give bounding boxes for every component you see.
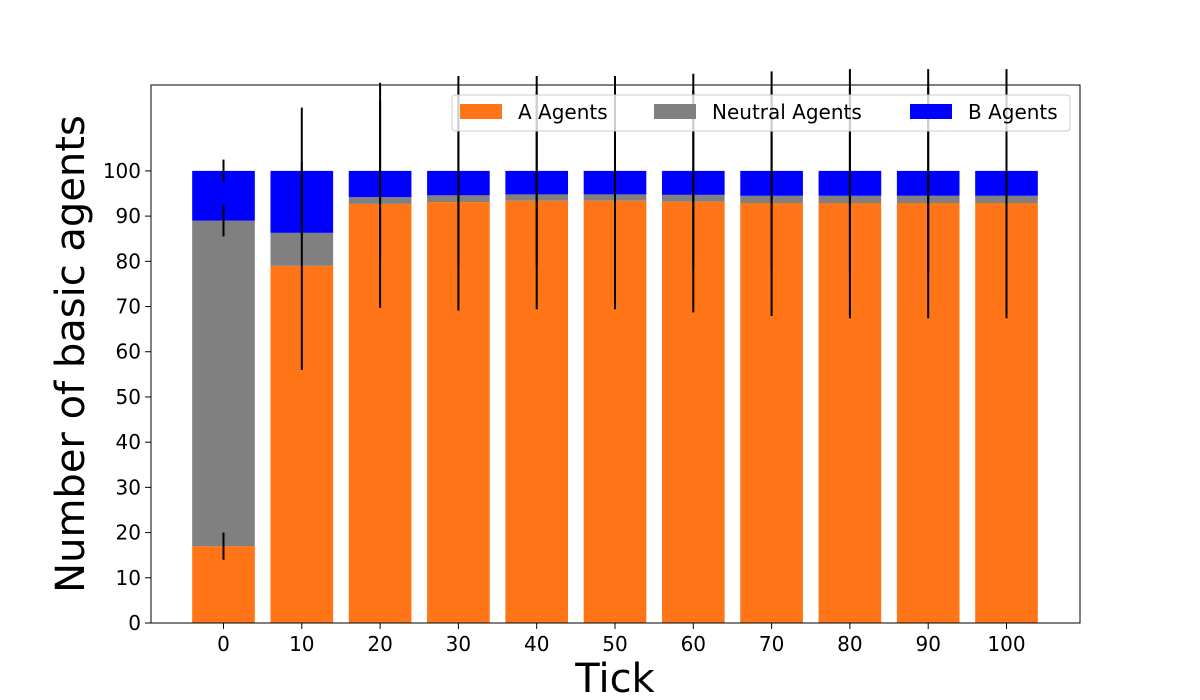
y-tick-label: 0 (128, 611, 141, 635)
x-tick-label: 60 (681, 632, 706, 656)
y-tick-label: 20 (116, 521, 141, 545)
x-tick-label: 0 (217, 632, 230, 656)
legend: A Agents Neutral Agents B Agents (451, 94, 1071, 132)
y-tick-label: 50 (116, 385, 141, 409)
x-tick-label: 40 (524, 632, 549, 656)
y-tick-label: 70 (116, 295, 141, 319)
x-axis-label: Tick (574, 656, 655, 700)
x-tick-label: 20 (367, 632, 392, 656)
x-axis: 0 10 20 30 40 50 60 70 80 90 100 (217, 623, 1026, 656)
bar-neutral-agents-0 (192, 220, 255, 547)
x-tick-label: 90 (915, 632, 940, 656)
legend-swatch-a-agents (460, 104, 502, 119)
y-tick-label: 10 (116, 566, 141, 590)
x-tick-label: 50 (602, 632, 627, 656)
legend-label-neutral-agents: Neutral Agents (712, 100, 862, 124)
x-tick-label: 80 (837, 632, 862, 656)
y-axis-label: Number of basic agents (48, 115, 94, 593)
y-tick-label: 90 (116, 204, 141, 228)
y-tick-label: 100 (103, 159, 141, 183)
legend-label-b-agents: B Agents (968, 100, 1058, 124)
legend-swatch-b-agents (910, 104, 952, 119)
y-axis: 0 10 20 30 40 50 60 70 80 90 100 (103, 159, 151, 635)
x-tick-label: 30 (446, 632, 471, 656)
legend-label-a-agents: A Agents (518, 100, 608, 124)
y-tick-label: 30 (116, 475, 141, 499)
y-tick-label: 60 (116, 340, 141, 364)
x-tick-label: 100 (987, 632, 1025, 656)
x-tick-label: 70 (759, 632, 784, 656)
error-bars-layer (222, 69, 1008, 560)
y-tick-label: 40 (116, 430, 141, 454)
x-tick-label: 10 (289, 632, 314, 656)
legend-swatch-neutral-agents (654, 104, 696, 119)
y-tick-label: 80 (116, 249, 141, 273)
bars-layer (192, 170, 1038, 624)
